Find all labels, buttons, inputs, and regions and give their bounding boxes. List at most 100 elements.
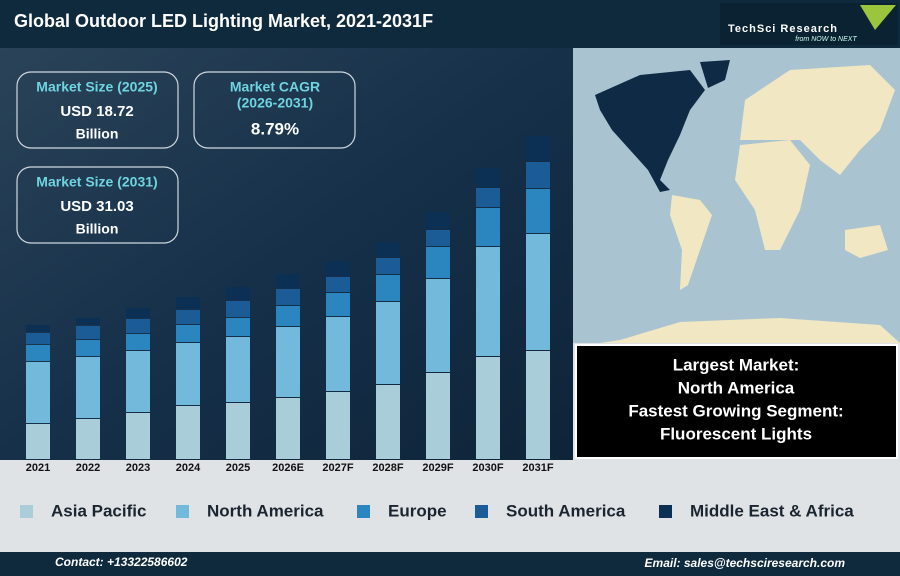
bar-segment [526,189,550,233]
card-title: Market Size (2025) [36,79,157,95]
logo-name: TechSci Research [728,23,838,35]
card-unit: Billion [76,221,119,237]
bar-segment [326,392,350,459]
bar-segment [26,424,50,459]
card-title: Market CAGR [230,79,320,95]
africa [735,140,810,250]
legend-label: North America [207,501,324,520]
card: Market Size (2025) USD 18.72 Billion [16,71,179,149]
bar-segment [226,318,250,336]
x-tick-label: 2021 [26,462,50,474]
bar-segment [126,413,150,459]
bar-segment [276,306,300,326]
footer [0,552,900,576]
x-tick-label: 2030F [472,462,503,474]
antarctica [600,318,900,343]
legend-label: Asia Pacific [51,501,146,520]
highlight: Fluorescent Lights [660,424,812,443]
bar-segment [76,419,100,459]
bar-segment [226,301,250,317]
legend-swatch [357,505,370,518]
bar-segment [26,362,50,423]
bar-segment [276,327,300,397]
bar-segment [426,279,450,372]
card-title: (2026-2031) [237,95,313,111]
legend-swatch [20,505,33,518]
bar-segment [476,208,500,246]
x-tick-label: 2024 [176,462,201,474]
bar-segment [276,289,300,305]
legend-swatch [176,505,189,518]
bar-segment [326,261,350,276]
bar-segment [376,258,400,274]
bar-segment [376,275,400,301]
bar-segment [476,357,500,459]
bar-segment [426,247,450,278]
bar-segment [526,162,550,188]
bar-segment [426,212,450,229]
bar-segment [126,334,150,350]
bar-segment [326,277,350,292]
bar-segment [276,398,300,459]
footer-contact: Contact: +13322586602 [55,555,188,569]
bar-segment [126,351,150,412]
x-tick-label: 2025 [226,462,250,474]
logo-tagline: from NOW to NEXT [795,36,857,43]
card-value: USD 18.72 [60,103,133,120]
legend-label: Middle East & Africa [690,501,854,520]
bar-segment [376,302,400,384]
bar-segment [76,326,100,339]
bar-segment [376,385,400,459]
legend-label: Europe [388,501,447,520]
legend-swatch [659,505,672,518]
bar-segment [26,345,50,361]
eurasia [740,65,895,175]
bar-segment [176,310,200,324]
legend-swatch [475,505,488,518]
title: Global Outdoor LED Lighting Market, 2021… [14,11,433,31]
bar-segment [376,242,400,257]
highlight: Fastest Growing Segment: [628,401,843,420]
x-tick-label: 2022 [76,462,100,474]
x-tick-label: 2031F [522,462,553,474]
bar-segment [326,317,350,391]
bar-segment [426,230,450,246]
card-frame [193,71,356,149]
bar-segment [226,337,250,402]
bar-segment [176,406,200,459]
bar-segment [176,297,200,309]
bar-segment [526,351,550,459]
card-unit: Billion [76,126,119,142]
card-frame [16,166,179,244]
highlight: Largest Market: [673,355,800,374]
bar-segment [126,308,150,318]
bar-segment [226,287,250,300]
bar-segment [26,325,50,332]
bar-segment [326,293,350,316]
greenland [700,60,730,88]
bar-segment [526,234,550,350]
australia [845,225,888,258]
bar-segment [526,136,550,161]
bar-segment [226,403,250,459]
x-tick-label: 2027F [322,462,353,474]
card-value: USD 31.03 [60,198,133,215]
north-america [595,70,705,192]
card: Market CAGR (2026-2031) 8.79% [193,71,356,149]
world-map [573,48,900,343]
card-frame [16,71,179,149]
bar-segment [26,333,50,344]
bar-segment [126,319,150,333]
card-value: 8.79% [251,119,299,138]
bar-segment [176,325,200,342]
bar-segment [426,373,450,459]
bar-segment [76,318,100,325]
card-title: Market Size (2031) [36,174,157,190]
bar-segment [476,247,500,356]
bar-segment [76,340,100,356]
x-tick-label: 2028F [372,462,403,474]
highlight-box [575,344,898,459]
bar-segment [276,274,300,288]
bar-segment [76,357,100,418]
